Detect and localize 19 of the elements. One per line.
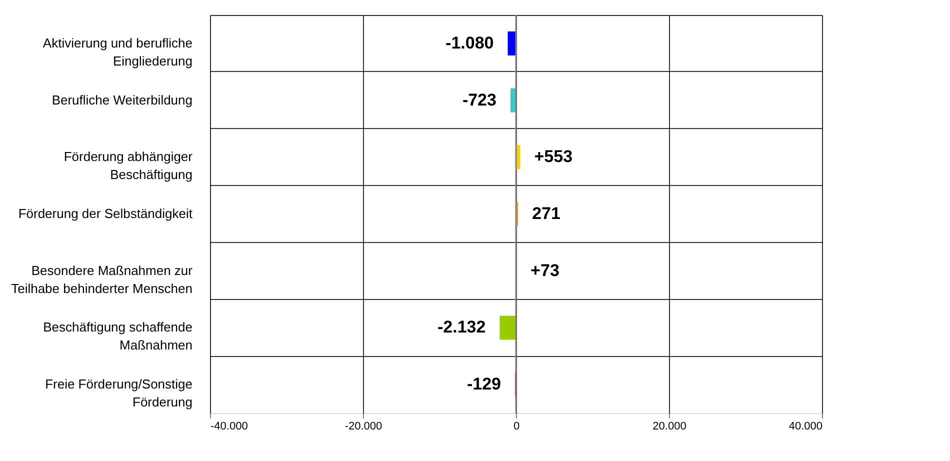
data-label: -1.080 bbox=[446, 33, 494, 52]
x-tick-label: -20.000 bbox=[344, 420, 382, 432]
x-tick-label: 40.000 bbox=[788, 420, 822, 432]
x-tick-label: 20.000 bbox=[652, 420, 686, 432]
data-label: +553 bbox=[534, 147, 573, 166]
data-label: -129 bbox=[466, 374, 502, 394]
y-tick-label: Freie Förderung/Sonstige Förderung bbox=[45, 376, 192, 410]
y-tick-label: Besondere Maßnahmen zur Teilhabe behinderter Menschen bbox=[11, 262, 194, 296]
data-label: 271 bbox=[532, 204, 560, 223]
y-tick-label: Berufliche Weiterbildung bbox=[52, 92, 192, 108]
x-tick-label: 0 bbox=[513, 420, 520, 432]
y-tick-label: Förderung abhängiger Beschäftigung bbox=[64, 149, 194, 182]
x-tick-label: -40.000 bbox=[210, 420, 248, 432]
y-tick-label: Förderung der Selbständigkeit bbox=[18, 206, 193, 221]
data-label: -2.132 bbox=[437, 318, 486, 337]
y-tick-label: Beschäftigung schaffende Maßnahmen bbox=[43, 320, 192, 353]
data-label: -723 bbox=[462, 90, 496, 110]
data-label: +73 bbox=[530, 260, 560, 280]
y-tick-label: Aktivierung und berufliche Eingliederung bbox=[42, 35, 192, 68]
